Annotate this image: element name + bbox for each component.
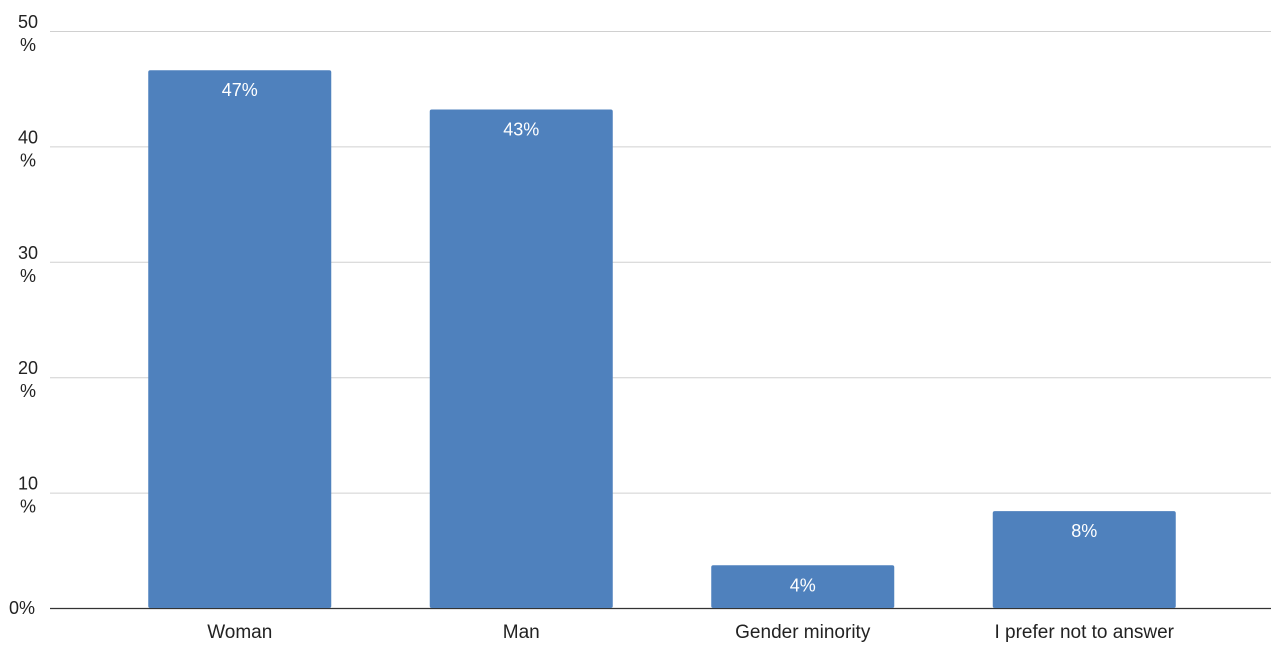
- x-category-label: I prefer not to answer: [994, 622, 1174, 643]
- x-axis-category-labels: Woman Man Gender minority I prefer not to a…: [207, 622, 1174, 643]
- data-labels: 47% 43% 4% 8%: [222, 80, 1098, 595]
- y-tick-label: 20%: [18, 358, 38, 401]
- bar: [711, 565, 895, 608]
- bar: [148, 70, 332, 608]
- bar-data-label: 4%: [790, 575, 816, 595]
- bar-data-label: 43%: [503, 119, 539, 139]
- y-tick-label: 30%: [18, 243, 38, 286]
- x-category-label: Woman: [207, 622, 272, 643]
- x-category-label: Gender minority: [735, 622, 871, 643]
- y-axis-tick-labels: 0% 10 % 20 % 30 % 40 % 50%: [9, 12, 38, 618]
- bar-data-label: 8%: [1071, 521, 1097, 541]
- bars: [148, 70, 1176, 609]
- bar: [429, 109, 613, 609]
- bar-data-label: 47%: [222, 80, 258, 100]
- y-tick-label: 40%: [18, 127, 38, 170]
- y-tick-label: 0%: [9, 598, 35, 618]
- bar: [992, 511, 1176, 608]
- y-tick-label: 10%: [18, 474, 38, 517]
- x-category-label: Man: [503, 622, 540, 643]
- y-tick-label: 50%: [18, 12, 38, 55]
